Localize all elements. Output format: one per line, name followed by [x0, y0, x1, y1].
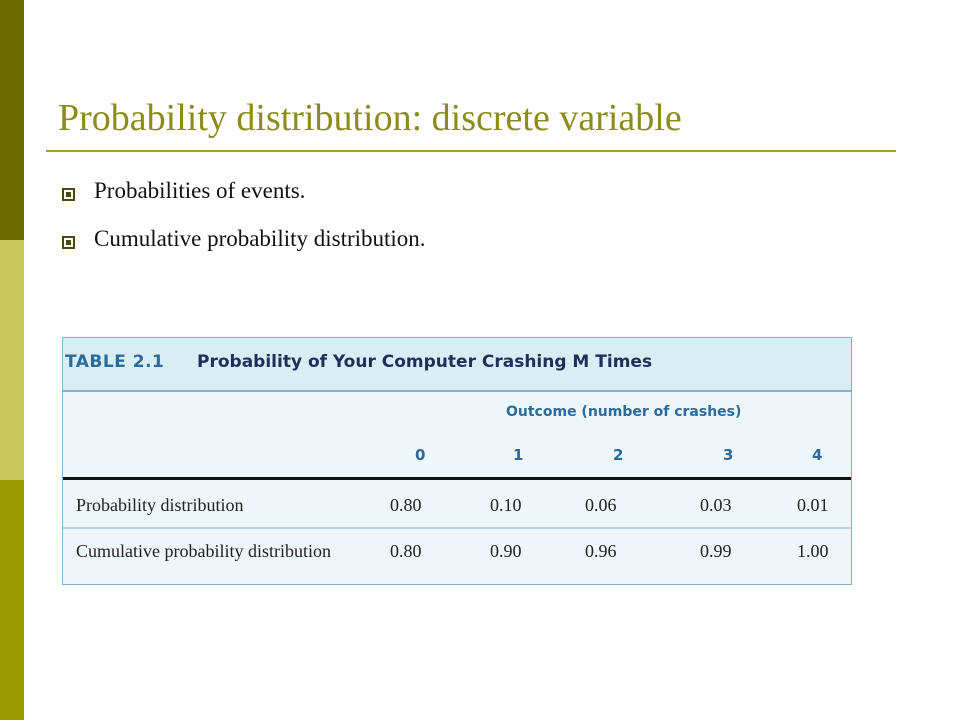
- table-cell: 0.99: [700, 541, 732, 561]
- table-cell: 0.10: [490, 495, 522, 515]
- table-caption: TABLE 2.1 Probability of Your Computer C…: [63, 338, 851, 392]
- table-cell: 0.80: [390, 541, 422, 561]
- probability-table: TABLE 2.1 Probability of Your Computer C…: [62, 337, 852, 585]
- table-title: Probability of Your Computer Crashing M …: [197, 352, 653, 372]
- table-cell: 0.80: [390, 495, 422, 515]
- table-cell: 0.03: [700, 495, 732, 515]
- title-underline: [46, 150, 896, 152]
- square-bullet-icon: [62, 236, 75, 249]
- table-number: TABLE 2.1: [65, 352, 165, 372]
- column-header-2: 2: [613, 446, 624, 464]
- table-cell: 0.01: [797, 495, 829, 515]
- left-accent-bar: [0, 0, 24, 720]
- table-cell: 0.96: [585, 541, 617, 561]
- accent-bar-segment-dark: [0, 0, 24, 240]
- row-label-probability: Probability distribution: [76, 495, 244, 515]
- column-header-3: 3: [723, 446, 734, 464]
- accent-bar-segment-light: [0, 240, 24, 480]
- accent-bar-segment-mid: [0, 480, 24, 720]
- bullet-text: Cumulative probability distribution.: [94, 226, 426, 251]
- square-bullet-icon: [62, 188, 75, 201]
- column-header-0: 0: [415, 446, 426, 464]
- table-cell: 1.00: [797, 541, 829, 561]
- header-rule: [63, 477, 851, 480]
- column-header-4: 4: [812, 446, 823, 464]
- table-cell: 0.06: [585, 495, 617, 515]
- table-cell: 0.90: [490, 541, 522, 561]
- column-header-1: 1: [513, 446, 524, 464]
- bullet-text: Probabilities of events.: [94, 178, 306, 203]
- row-label-cumulative: Cumulative probability distribution: [76, 541, 331, 561]
- row-divider: [63, 527, 851, 529]
- outcome-header: Outcome (number of crashes): [506, 404, 742, 420]
- slide-title: Probability distribution: discrete varia…: [58, 97, 682, 139]
